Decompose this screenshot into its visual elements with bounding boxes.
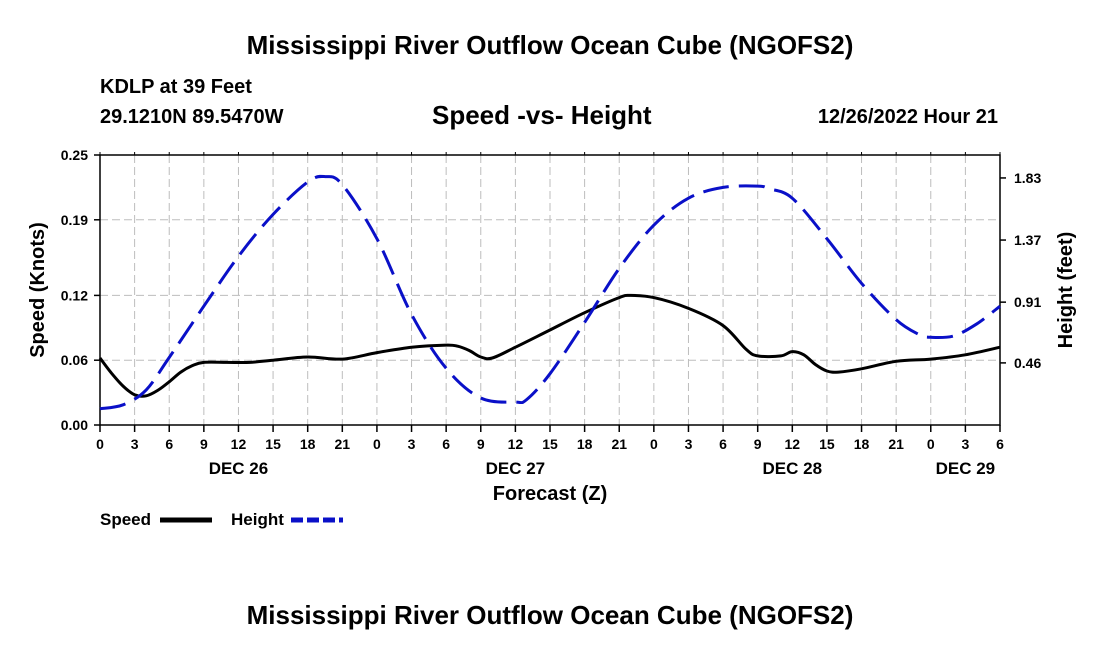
x-tick-label: 9: [754, 436, 762, 452]
x-tick-label: 3: [408, 436, 416, 452]
series-speed-line: [98, 293, 1001, 398]
axis-ticks: [94, 152, 1006, 432]
legend: Speed Height: [100, 510, 343, 529]
data-series: [98, 174, 1001, 411]
x-tick-label: 0: [373, 436, 381, 452]
chart-subtitle: Speed -vs- Height: [432, 100, 652, 130]
x-tick-label: 18: [577, 436, 593, 452]
x-tick-label: 21: [888, 436, 904, 452]
y-right-tick-label: 1.83: [1014, 170, 1041, 186]
forecast-run-time: 12/26/2022 Hour 21: [817, 106, 998, 128]
y-right-tick-label: 0.91: [1014, 294, 1041, 310]
x-tick-label: 21: [611, 436, 627, 452]
x-tick-label: 0: [96, 436, 104, 452]
x-tick-label: 21: [335, 436, 351, 452]
x-tick-label: 15: [819, 436, 835, 452]
x-tick-label: 15: [542, 436, 558, 452]
y-left-tick-label: 0.19: [61, 212, 88, 228]
y-left-tick-label: 0.06: [61, 352, 88, 368]
y-left-tick-label: 0.00: [61, 417, 88, 433]
date-label: DEC 28: [763, 459, 823, 478]
station-label: KDLP at 39 Feet: [100, 76, 252, 98]
series-height-line: [99, 174, 1001, 411]
x-tick-label: 6: [719, 436, 727, 452]
x-tick-label: 6: [996, 436, 1004, 452]
gridlines: [100, 155, 1000, 425]
x-tick-label: 6: [442, 436, 450, 452]
x-tick-label: 9: [477, 436, 485, 452]
plot-frame: [99, 154, 1001, 426]
date-label: DEC 26: [209, 459, 269, 478]
y-right-tick-label: 1.37: [1014, 232, 1041, 248]
x-axis-label: Forecast (Z): [493, 483, 607, 505]
x-tick-label: 6: [165, 436, 173, 452]
date-label: DEC 29: [936, 459, 996, 478]
y-right-tick-label: 0.46: [1014, 355, 1041, 371]
y-axis-right-label: Height (feet): [1055, 232, 1077, 349]
x-tick-label: 12: [231, 436, 247, 452]
x-tick-label: 3: [685, 436, 693, 452]
x-tick-label: 3: [131, 436, 139, 452]
footer-title: Mississippi River Outflow Ocean Cube (NG…: [246, 600, 854, 630]
x-tick-label: 18: [854, 436, 870, 452]
x-tick-label: 12: [785, 436, 801, 452]
x-tick-label: 3: [961, 436, 969, 452]
chart-main-title: Mississippi River Outflow Ocean Cube (NG…: [246, 30, 854, 60]
y-left-tick-label: 0.12: [61, 287, 88, 303]
station-coordinates: 29.1210N 89.5470W: [100, 106, 284, 128]
legend-speed-label: Speed: [100, 510, 151, 529]
y-left-tick-label: 0.25: [61, 147, 88, 163]
x-tick-label: 18: [300, 436, 316, 452]
x-tick-label: 12: [508, 436, 524, 452]
date-label: DEC 27: [486, 459, 546, 478]
legend-height-label: Height: [231, 510, 284, 529]
x-tick-label: 9: [200, 436, 208, 452]
x-tick-label: 0: [927, 436, 935, 452]
x-tick-label: 15: [265, 436, 281, 452]
tick-labels: 0 3 6 9 12 15 18 21 0 3 6 9 12 15 18 21 0 3 6 9 12 15 18 21 0 3 6D…: [61, 147, 1042, 478]
x-tick-label: 0: [650, 436, 658, 452]
y-axis-left-label: Speed (Knots): [27, 222, 49, 358]
